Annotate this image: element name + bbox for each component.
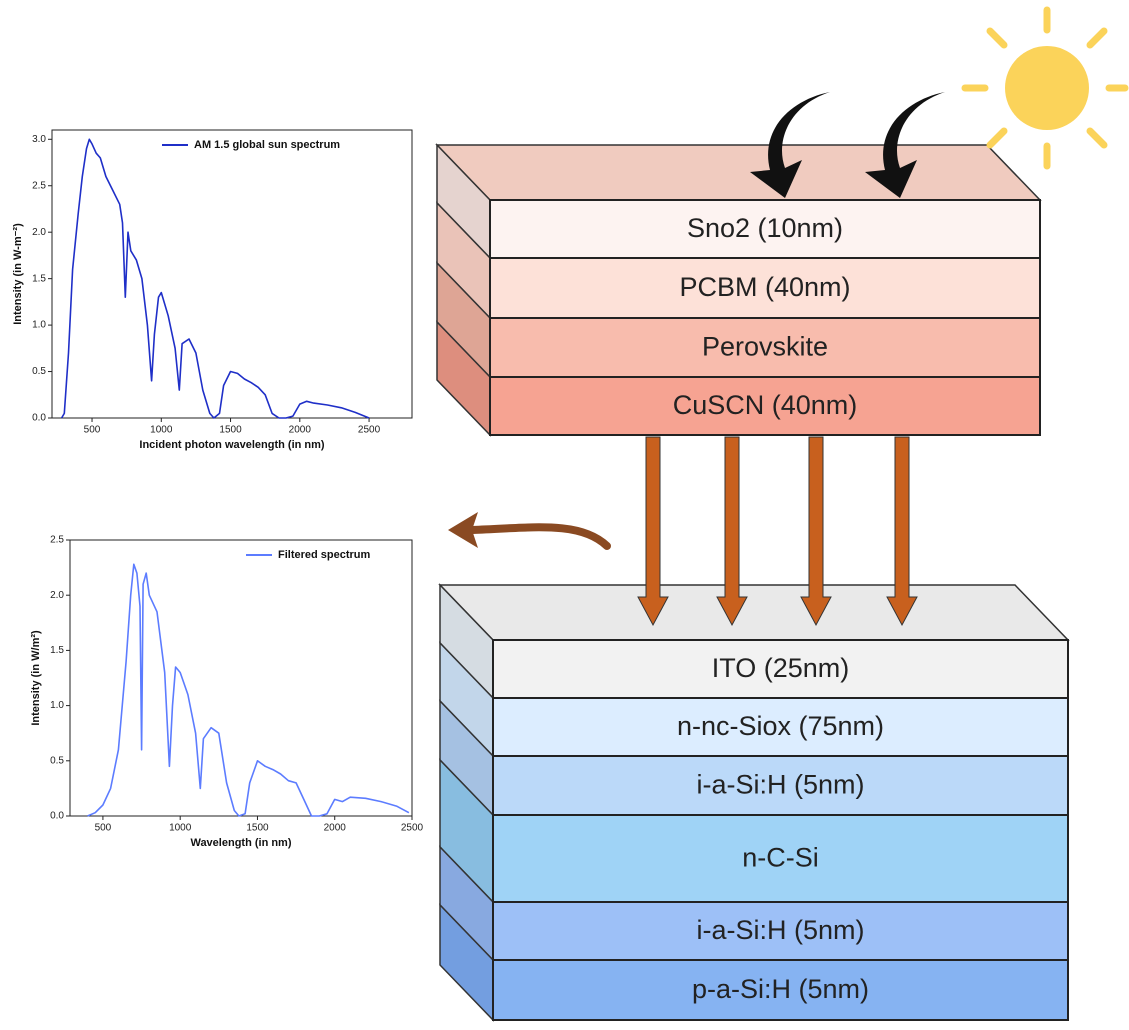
layer-label: n-C-Si: [742, 843, 819, 873]
layer-label: n-nc-Siox (75nm): [677, 711, 884, 741]
arrow: [716, 436, 748, 627]
legend-label: Filtered spectrum: [278, 549, 371, 561]
x-axis-label: Incident photon wavelength (in nm): [139, 439, 324, 451]
x-tick-label: 500: [84, 425, 101, 436]
layer-label: p-a-Si:H (5nm): [692, 974, 869, 1004]
y-tick-label: 2.0: [50, 590, 64, 601]
arrow: [886, 436, 918, 627]
y-tick-label: 2.5: [32, 180, 46, 191]
legend-label: AM 1.5 global sun spectrum: [194, 139, 340, 151]
y-axis-label: Intensity (in W-m⁻²): [12, 223, 24, 325]
layer-label: CuSCN (40nm): [673, 390, 858, 420]
arrow: [637, 436, 669, 627]
y-tick-label: 1.5: [50, 645, 64, 656]
y-axis-label: Intensity (in W/m²): [30, 630, 42, 726]
x-tick-label: 2500: [358, 425, 381, 436]
layer: [489, 199, 1041, 259]
y-tick-label: 0.5: [50, 755, 64, 766]
layer-label: ITO (25nm): [712, 653, 850, 683]
spectra: 500 1000 1500 2000 2500 0.0 0.5 1.0 1.5 2.0 2.5 3.0…: [0, 122, 432, 858]
layer-stack: ITO (25nm) n-nc-Siox (75nm) i-a-Si:H (5nm)…: [438, 583, 1070, 1022]
y-tick-label: 0.5: [32, 366, 46, 377]
layer: [492, 901, 1069, 961]
y-tick-label: 3.0: [32, 134, 46, 145]
spectrum-line: [87, 563, 410, 817]
y-tick-label: 1.0: [50, 700, 64, 711]
y-tick-label: 1.5: [32, 273, 46, 284]
transmission-arrows: [637, 436, 918, 627]
sun: [961, 6, 1129, 170]
x-axis-label: Wavelength (in nm): [190, 837, 291, 849]
spectrum-line: [60, 138, 370, 419]
x-tick-label: 500: [95, 823, 112, 834]
y-tick-label: 0.0: [32, 413, 46, 424]
layer: [492, 959, 1069, 1021]
layer-label: Sno2 (10nm): [687, 213, 843, 243]
arrow: [800, 436, 832, 627]
y-tick-label: 1.0: [32, 320, 46, 331]
layer: [492, 639, 1069, 699]
layer: [489, 376, 1041, 436]
x-tick-label: 2000: [324, 823, 347, 834]
x-tick-label: 1500: [219, 425, 242, 436]
y-tick-label: 2.5: [50, 535, 64, 546]
x-tick-label: 2000: [289, 425, 312, 436]
x-tick-label: 1500: [246, 823, 269, 834]
spectrum-chart: 500 1000 1500 2000 2500 0.0 0.5 1.0 1.5 2.0 2.5 3.0…: [0, 122, 432, 460]
layer: [489, 317, 1041, 378]
layer-label: PCBM (40nm): [679, 272, 850, 302]
y-tick-label: 0.0: [50, 811, 64, 822]
chart-background: [15, 532, 432, 858]
top-face: [438, 584, 1070, 641]
x-tick-label: 2500: [401, 823, 424, 834]
sunlight-arrows: [750, 92, 945, 198]
curved-arrow: [448, 512, 611, 550]
layer-stack: Sno2 (10nm) PCBM (40nm) Perovskite CuSCN (4…: [435, 143, 1042, 437]
top-face: [435, 144, 1042, 201]
layer-label: i-a-Si:H (5nm): [696, 915, 864, 945]
layer-label: i-a-Si:H (5nm): [696, 770, 864, 800]
x-tick-label: 1000: [169, 823, 192, 834]
layer: [492, 755, 1069, 816]
plot-frame: [51, 129, 413, 419]
x-tick-label: 1000: [150, 425, 173, 436]
layer-label: Perovskite: [702, 332, 828, 362]
spectrum-chart: 500 1000 1500 2000 2500 0.0 0.5 1.0 1.5 2.0 2.5 Wav…: [15, 532, 432, 858]
layer-stacks: Sno2 (10nm) PCBM (40nm) Perovskite CuSCN (4…: [435, 143, 1070, 1022]
y-tick-label: 2.0: [32, 227, 46, 238]
